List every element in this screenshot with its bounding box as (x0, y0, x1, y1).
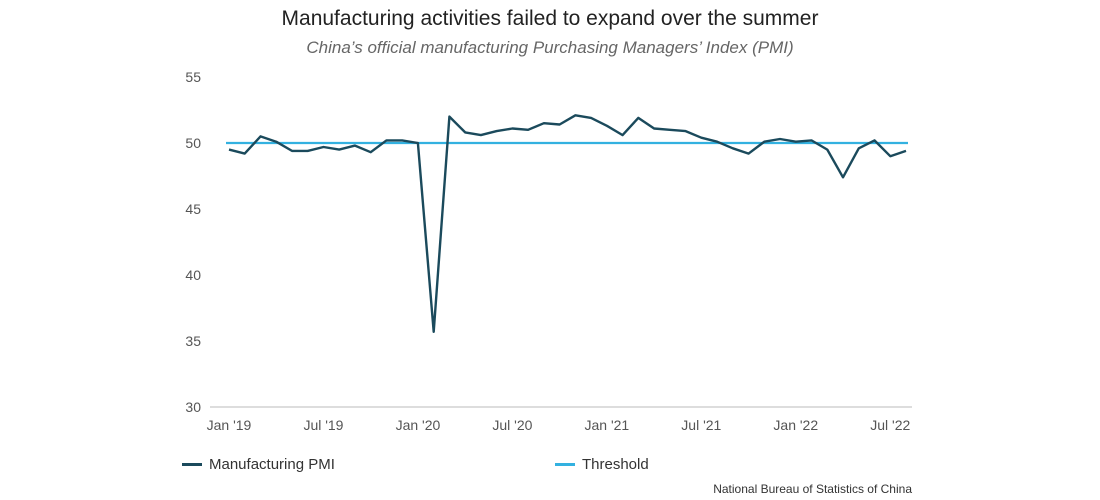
x-axis-ticks: Jan '19 Jul '19 Jan '20 Jul '20 Jan '21 Jul '… (207, 417, 911, 433)
legend-item-pmi: Manufacturing PMI (182, 456, 335, 473)
x-tick-label: Jul '21 (681, 417, 721, 433)
x-tick-label: Jul '19 (303, 417, 343, 433)
y-tick-label: 50 (185, 135, 201, 151)
y-tick-label: 35 (185, 333, 201, 349)
chart-title: Manufacturing activities failed to expan… (281, 7, 819, 30)
chart-subtitle: China’s official manufacturing Purchasin… (306, 38, 794, 57)
manufacturing-pmi-line (228, 114, 907, 333)
x-tick-label: Jul '22 (870, 417, 910, 433)
y-tick-label: 55 (185, 69, 201, 85)
legend-swatch-threshold (555, 463, 575, 466)
x-tick-label: Jul '20 (492, 417, 532, 433)
x-tick-label: Jan '21 (585, 417, 630, 433)
legend-label-threshold: Threshold (582, 456, 649, 473)
source-note: National Bureau of Statistics of China (713, 482, 912, 496)
x-tick-label: Jan '20 (396, 417, 441, 433)
y-tick-label: 30 (185, 399, 201, 415)
x-tick-label: Jan '22 (773, 417, 818, 433)
legend-swatch-pmi (182, 463, 202, 466)
y-tick-label: 45 (185, 201, 201, 217)
legend-label-pmi: Manufacturing PMI (209, 456, 335, 473)
x-tick-label: Jan '19 (207, 417, 252, 433)
y-axis-ticks: 30 35 40 45 50 55 (185, 69, 201, 415)
y-tick-label: 40 (185, 267, 201, 283)
legend-item-threshold: Threshold (555, 456, 649, 473)
